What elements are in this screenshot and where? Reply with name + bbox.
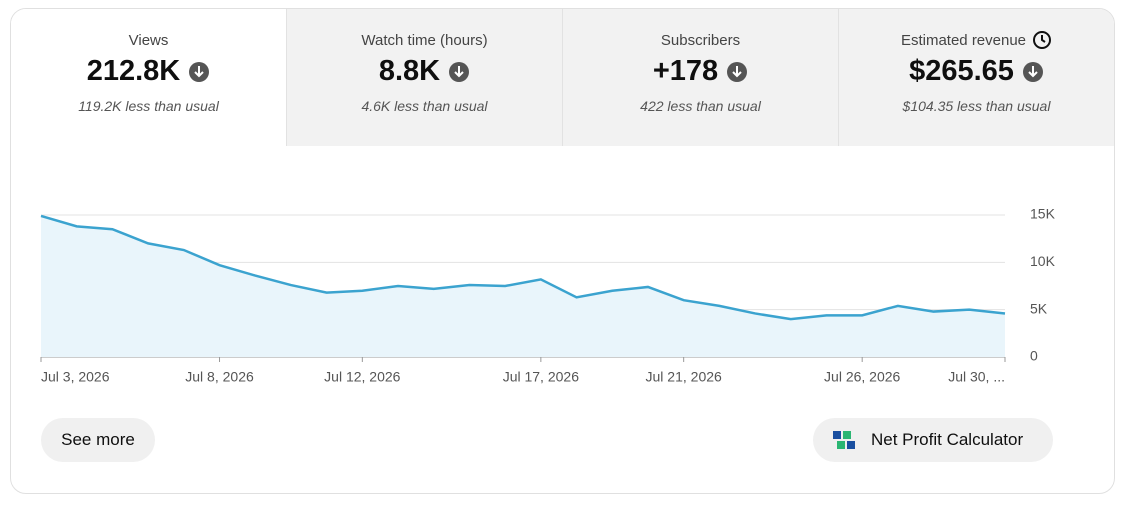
y-tick-label: 5K xyxy=(1030,300,1048,316)
tab-note: 119.2K less than usual xyxy=(78,98,219,114)
down-icon xyxy=(1022,61,1043,82)
tab-note: 422 less than usual xyxy=(640,98,761,114)
app-logo xyxy=(833,431,855,449)
analytics-card: Views 212.8K 119.2K less than usual Watc… xyxy=(10,8,1115,494)
see-more-button[interactable]: See more xyxy=(41,418,155,462)
calculator-button[interactable]: Net Profit Calculator xyxy=(813,418,1053,462)
tab-value: +178 xyxy=(652,55,719,87)
clock-icon xyxy=(1033,31,1052,49)
down-icon xyxy=(727,61,748,82)
tab-label: Watch time (hours) xyxy=(361,31,488,49)
button-label: Net Profit Calculator xyxy=(871,430,1024,449)
tab-label: Estimated revenue xyxy=(900,31,1027,49)
x-tick-label: Jul 21, 2026 xyxy=(646,369,722,385)
metric-tabs: Views 212.8K 119.2K less than usual Watc… xyxy=(11,9,1114,146)
down-icon xyxy=(189,61,210,82)
tab-label: Views xyxy=(128,31,169,49)
y-tick-label: 10K xyxy=(1030,253,1056,269)
x-tick-label: Jul 8, 2026 xyxy=(185,369,254,385)
x-tick-label: Jul 30, ... xyxy=(948,369,1005,385)
x-tick-label: Jul 17, 2026 xyxy=(503,369,579,385)
tab-label: Subscribers xyxy=(660,31,741,49)
tab[interactable]: Watch time (hours) 8.8K 4.6K less than u… xyxy=(286,9,562,146)
down-icon xyxy=(449,61,470,82)
line xyxy=(40,214,1006,321)
x-tick-label: Jul 3, 2026 xyxy=(41,369,110,385)
tab-value: $265.65 xyxy=(909,55,1014,87)
y-tick-label: 0 xyxy=(1030,348,1038,364)
y-tick-label: 15K xyxy=(1030,206,1056,222)
chart: 0 5K 10K 15K Jul 3, 2026 Jul 8, 2026 Jul 12, 2… xyxy=(40,206,1056,385)
tab[interactable]: Views 212.8K 119.2K less than usual xyxy=(11,9,286,146)
tab-value: 212.8K xyxy=(86,55,181,87)
x-tick-label: Jul 26, 2026 xyxy=(824,369,900,385)
tab-value: 8.8K xyxy=(378,55,441,87)
tab-note: 4.6K less than usual xyxy=(361,98,488,114)
tab[interactable]: Subscribers +178 422 less than usual xyxy=(562,9,838,146)
x-tick-label: Jul 12, 2026 xyxy=(324,369,400,385)
area xyxy=(41,215,1005,357)
tab[interactable]: Estimated revenue $265.65 $104.35 less t… xyxy=(838,9,1114,146)
tab-note: $104.35 less than usual xyxy=(902,98,1051,114)
